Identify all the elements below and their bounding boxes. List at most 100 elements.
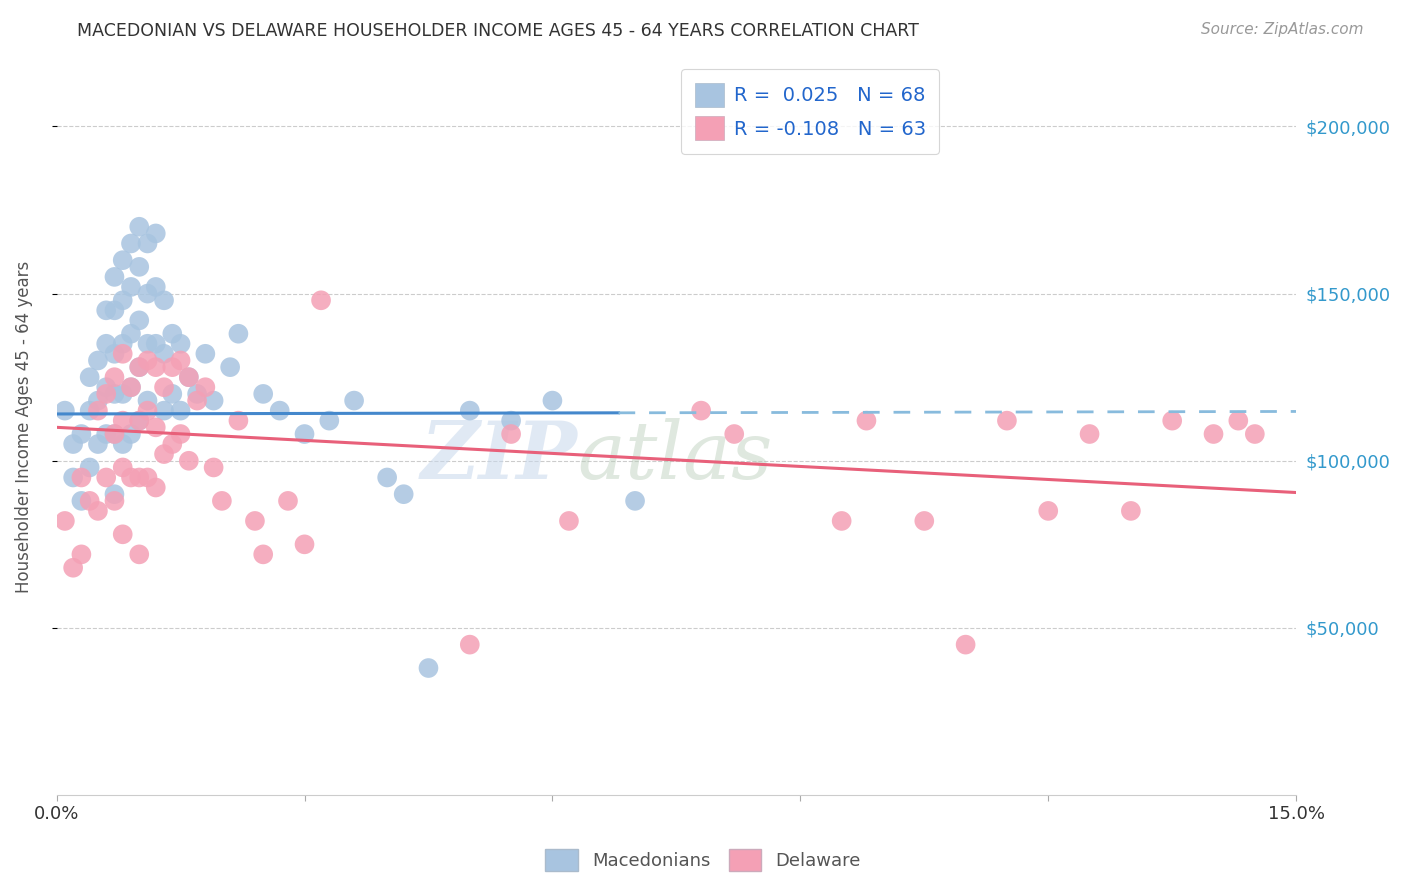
Point [128,313,150,327]
Point [1202,427,1225,442]
Point [855,414,877,428]
Point [87,403,110,417]
Point [202,460,225,475]
Point [1078,427,1101,442]
Point [136,353,159,368]
Point [501,414,523,428]
Point [62,437,84,451]
Point [955,638,977,652]
Point [153,380,176,394]
Point [111,460,134,475]
Point [103,487,125,501]
Point [103,370,125,384]
Point [128,547,150,561]
Point [228,326,250,341]
Point [145,360,167,375]
Point [136,403,159,417]
Point [96,303,118,318]
Point [128,260,150,274]
Text: atlas: atlas [578,418,772,495]
Point [177,370,200,384]
Point [136,336,159,351]
Point [103,269,125,284]
Point [375,470,398,484]
Point [169,427,191,442]
Point [145,336,167,351]
Point [177,454,200,468]
Point [103,347,125,361]
Point [79,460,101,475]
Point [136,236,159,251]
Point [128,360,150,375]
Point [202,393,225,408]
Point [96,380,118,394]
Point [87,504,110,518]
Point [269,403,291,417]
Point [120,326,142,341]
Point [294,537,316,551]
Point [162,387,184,401]
Point [277,494,299,508]
Point [309,293,332,308]
Point [62,470,84,484]
Point [294,427,316,442]
Point [120,236,142,251]
Point [153,403,176,417]
Point [162,360,184,375]
Point [501,427,523,442]
Y-axis label: Householder Income Ages 45 - 64 years: Householder Income Ages 45 - 64 years [15,261,32,593]
Point [70,427,93,442]
Point [186,393,208,408]
Point [723,427,745,442]
Point [111,253,134,268]
Point [53,514,76,528]
Point [120,470,142,484]
Point [79,370,101,384]
Point [70,470,93,484]
Point [912,514,935,528]
Point [690,403,713,417]
Point [111,336,134,351]
Point [995,414,1018,428]
Point [128,470,150,484]
Point [458,403,481,417]
Point [103,494,125,508]
Point [70,494,93,508]
Point [111,414,134,428]
Point [128,414,150,428]
Point [211,494,233,508]
Point [153,447,176,461]
Point [145,420,167,434]
Point [318,414,340,428]
Point [111,527,134,541]
Point [219,360,242,375]
Point [128,360,150,375]
Point [96,387,118,401]
Text: Source: ZipAtlas.com: Source: ZipAtlas.com [1201,22,1364,37]
Point [1227,414,1250,428]
Point [53,403,76,417]
Point [169,403,191,417]
Text: ZIP: ZIP [420,418,578,495]
Point [103,303,125,318]
Point [831,514,853,528]
Point [128,414,150,428]
Point [128,219,150,234]
Point [458,638,481,652]
Point [111,387,134,401]
Point [177,370,200,384]
Point [120,380,142,394]
Point [79,494,101,508]
Point [87,353,110,368]
Point [103,387,125,401]
Point [120,380,142,394]
Point [541,393,564,408]
Point [136,393,159,408]
Point [1243,427,1265,442]
Point [96,427,118,442]
Point [243,514,266,528]
Point [252,387,274,401]
Point [111,437,134,451]
Point [169,353,191,368]
Point [145,481,167,495]
